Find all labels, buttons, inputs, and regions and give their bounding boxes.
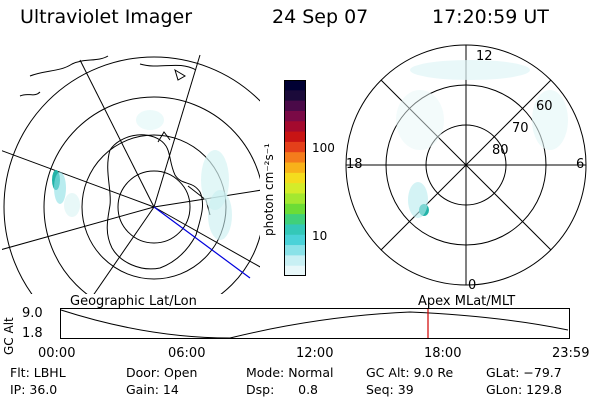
- colorbar-segment: [284, 162, 306, 174]
- status-mode: Mode: Normal: [246, 365, 334, 380]
- mlt-label-18: 18: [346, 157, 363, 172]
- colorbar-segment: [284, 183, 306, 195]
- time-label: 17:20:59 UT: [432, 6, 549, 28]
- altitude-ytick-9: 9.0: [22, 306, 43, 321]
- date-label: 24 Sep 07: [272, 6, 369, 28]
- colorbar-segment: [284, 90, 306, 102]
- colorbar-segment: [284, 80, 306, 91]
- aurora-emission-mag: [396, 60, 568, 218]
- status-glon: GLon: 129.8: [486, 382, 562, 397]
- mlt-label-12: 12: [476, 49, 493, 64]
- altitude-xtick-1800: 18:00: [424, 346, 462, 361]
- colorbar-tick-10: 10: [312, 229, 328, 243]
- left-map-caption: Geographic Lat/Lon: [70, 294, 197, 309]
- colorbar-segment: [284, 141, 306, 153]
- altitude-xtick-2359: 23:59: [552, 346, 590, 361]
- status-flt: Flt: LBHL: [10, 365, 66, 380]
- status-gc-alt: GC Alt: 9.0 Re: [366, 365, 454, 380]
- status-seq: Seq: 39: [366, 382, 414, 397]
- colorbar-segment: [284, 193, 306, 205]
- colorbar-segment: [284, 131, 306, 143]
- colorbar-frame: [284, 80, 306, 276]
- mlat-label-60: 60: [536, 99, 553, 114]
- magnetic-polar-plot: 12 18 6 0 60 70 80: [345, 44, 587, 293]
- mlt-label-0: 0: [468, 278, 476, 293]
- mlat-label-70: 70: [512, 121, 529, 136]
- status-dsp: Dsp: 0.8: [246, 382, 319, 397]
- mlat-label-80: 80: [492, 143, 509, 158]
- colorbar: [284, 80, 306, 276]
- colorbar-segment: [284, 245, 306, 256]
- altitude-ytick-1-8: 1.8: [22, 326, 43, 341]
- app-title: Ultraviolet Imager: [20, 6, 193, 28]
- aurora-emission: [52, 110, 232, 240]
- geographic-map: [2, 54, 260, 294]
- right-map-caption: Apex MLat/MLT: [418, 294, 516, 309]
- colorbar-segment: [284, 234, 306, 246]
- altitude-xtick-1200: 12:00: [296, 346, 334, 361]
- colorbar-segment: [284, 203, 306, 215]
- status-door: Door: Open: [126, 365, 198, 380]
- altitude-xtick-0600: 06:00: [168, 346, 206, 361]
- altitude-plot: [60, 308, 570, 339]
- status-glat: GLat: −79.7: [486, 365, 562, 380]
- colorbar-segment: [284, 172, 306, 184]
- colorbar-label: photon cm⁻²s⁻¹: [262, 143, 276, 236]
- altitude-y-label: GC Alt: [2, 317, 16, 355]
- status-gain: Gain: 14: [126, 382, 179, 397]
- colorbar-tick-100: 100: [312, 141, 335, 155]
- colorbar-segment: [284, 224, 306, 236]
- mlt-label-6: 6: [576, 157, 584, 172]
- colorbar-segment: [284, 265, 306, 276]
- colorbar-segment: [284, 255, 306, 267]
- colorbar-segment: [284, 110, 306, 122]
- altitude-xtick-0000: 00:00: [38, 346, 76, 361]
- status-ip: IP: 36.0: [10, 382, 58, 397]
- colorbar-segment: [284, 214, 306, 226]
- colorbar-segment: [284, 100, 306, 112]
- colorbar-segment: [284, 121, 306, 133]
- colorbar-segment: [284, 152, 306, 164]
